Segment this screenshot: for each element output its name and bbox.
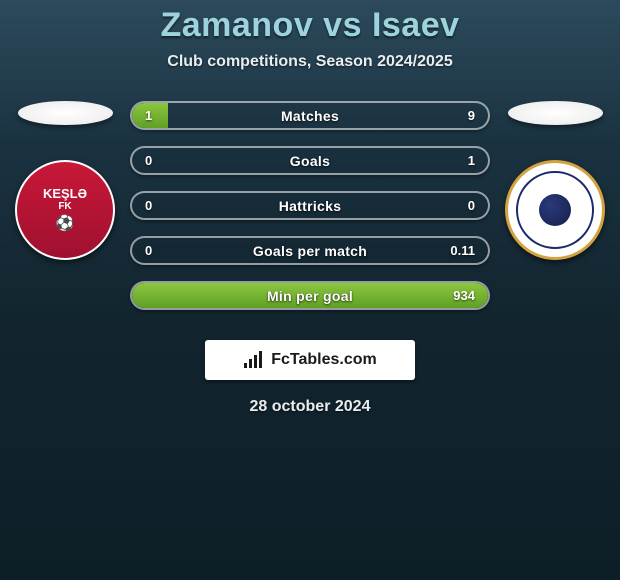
stat-label: Hattricks	[132, 198, 488, 214]
left-side: KEŞLƏ FK ⚽	[10, 101, 120, 260]
right-club-badge	[505, 160, 605, 260]
brand-link[interactable]: FcTables.com	[205, 340, 415, 380]
stat-value-right: 9	[468, 108, 475, 123]
right-player-marker	[508, 101, 603, 125]
left-club-badge-text: KEŞLƏ FK ⚽	[43, 187, 87, 233]
stat-value-left: 0	[145, 198, 152, 213]
right-club-badge-inner	[516, 171, 594, 249]
left-club-short: KEŞLƏ	[43, 187, 87, 201]
date-stamp: 28 october 2024	[0, 398, 620, 416]
stat-row: Goals per match0 0.11	[130, 236, 490, 265]
subtitle: Club competitions, Season 2024/2025	[0, 53, 620, 71]
stats-area: Matches19Goals01Hattricks00Goals per mat…	[130, 101, 490, 310]
stat-value-right: 0.11	[450, 243, 475, 258]
stat-value-left: 0	[145, 153, 152, 168]
ball-icon: ⚽	[43, 216, 87, 233]
shield-ball-icon	[539, 194, 571, 226]
left-club-sub: FK	[43, 201, 87, 212]
stat-value-right: 1	[468, 153, 475, 168]
stat-label: Goals per match	[132, 243, 488, 259]
stat-value-left: 1	[145, 108, 152, 123]
stat-row: Matches1 9	[130, 101, 490, 130]
right-side	[500, 101, 610, 260]
left-club-badge: KEŞLƏ FK ⚽	[15, 160, 115, 260]
brand-label: FcTables.com	[271, 351, 377, 369]
stat-value-right: 0	[468, 198, 475, 213]
stat-value-right: 934	[453, 288, 475, 303]
stat-label: Min per goal	[132, 288, 488, 304]
stat-row: Hattricks0 0	[130, 191, 490, 220]
stat-label: Matches	[132, 108, 488, 124]
stat-row: Goals0 1	[130, 146, 490, 175]
stat-label: Goals	[132, 153, 488, 169]
stat-value-left: 0	[145, 243, 152, 258]
comparison-card: Zamanov vs Isaev Club competitions, Seas…	[0, 0, 620, 416]
columns: KEŞLƏ FK ⚽ Matches19Goals01Hattricks00Go…	[0, 101, 620, 310]
page-title: Zamanov vs Isaev	[0, 6, 620, 45]
left-player-marker	[18, 101, 113, 125]
stat-row: Min per goal934	[130, 281, 490, 310]
bars-icon	[243, 351, 265, 369]
